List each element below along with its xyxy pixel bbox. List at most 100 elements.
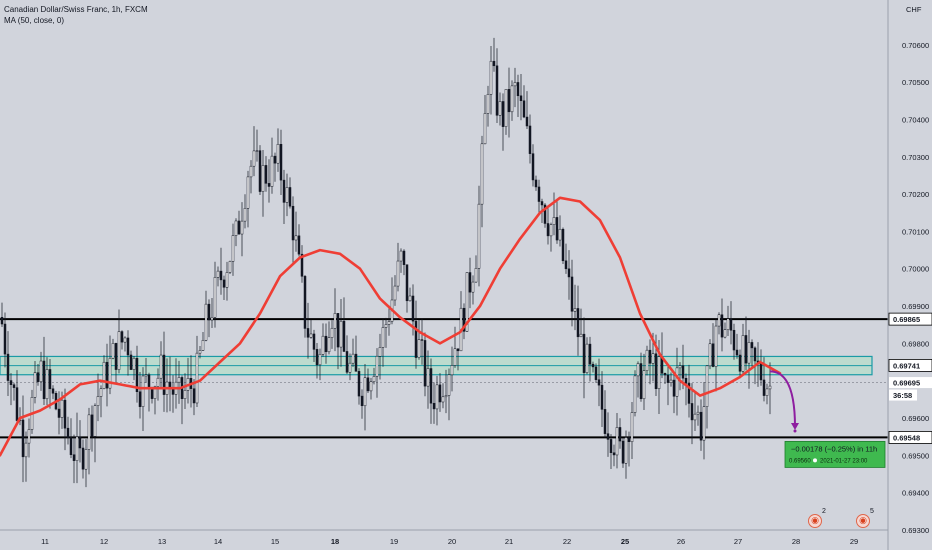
candle-body — [3, 323, 7, 355]
candle-body — [144, 374, 148, 377]
candle-body — [315, 349, 319, 366]
target-icon[interactable]: ◉ — [808, 514, 822, 528]
candle-body — [651, 353, 655, 364]
candle-body — [573, 308, 577, 312]
symbol-title[interactable]: Canadian Dollar/Swiss Franc, 1h, FXCM — [4, 5, 148, 14]
y-tick-label: 0.70000 — [902, 265, 929, 274]
candle-body — [471, 281, 475, 293]
tool-1-badge: 2 — [822, 508, 826, 515]
candle-body — [48, 369, 52, 390]
x-tick-label: 22 — [563, 537, 571, 546]
candle-body — [324, 335, 328, 353]
candle-body — [291, 205, 295, 241]
candle-body — [63, 399, 67, 429]
candle-body — [219, 270, 223, 281]
candle-body — [138, 391, 142, 407]
candle-body — [327, 337, 331, 353]
candle-body — [243, 208, 247, 222]
x-tick-label: 15 — [271, 537, 279, 546]
candle-body — [228, 261, 232, 273]
candle-body — [579, 333, 583, 338]
y-tick-label: 0.69400 — [902, 489, 929, 498]
alert-icon[interactable]: ◉ — [856, 514, 870, 528]
candle-body — [24, 442, 28, 458]
candle-body — [534, 179, 538, 188]
candle-body — [423, 340, 427, 387]
candle-body — [645, 349, 649, 371]
candle-body — [51, 388, 55, 394]
indicator-title[interactable]: MA (50, close, 0) — [4, 16, 65, 25]
candle-body — [78, 436, 82, 449]
candle-body — [420, 339, 424, 341]
candle-body — [177, 377, 181, 383]
candle-body — [552, 217, 556, 225]
candle-body — [288, 187, 292, 207]
x-tick-label: 19 — [390, 537, 398, 546]
candle-body — [705, 365, 709, 407]
candle-body — [33, 372, 37, 398]
y-tick-label: 0.69800 — [902, 339, 929, 348]
candle-body — [468, 272, 472, 293]
candle-body — [282, 179, 286, 203]
candle-body — [681, 365, 685, 379]
candle-body — [126, 337, 130, 356]
candle-body — [693, 413, 697, 421]
x-tick-label: 12 — [100, 537, 108, 546]
candle-body — [255, 150, 259, 152]
candle-body — [684, 377, 688, 384]
candle-body — [447, 374, 451, 396]
x-tick-label: 21 — [505, 537, 513, 546]
tool-2-badge: 5 — [870, 508, 874, 515]
candle-body — [639, 363, 643, 400]
tool-1[interactable]: ◉ 2 — [808, 508, 826, 528]
candle-body — [648, 349, 652, 364]
candle-body — [141, 375, 145, 407]
candle-body — [597, 379, 601, 386]
candle-body — [345, 351, 349, 373]
y-tick-label: 0.69900 — [902, 302, 929, 311]
y-tick-label: 0.69300 — [902, 526, 929, 535]
candle-body — [585, 343, 589, 373]
candle-body — [213, 277, 217, 318]
candle-body — [717, 314, 721, 327]
candle-body — [567, 268, 571, 278]
candle-body — [309, 333, 313, 338]
candle-body — [696, 411, 700, 415]
candle-body — [249, 165, 253, 178]
level-tag-label: 0.69865 — [893, 315, 920, 324]
candle-body — [513, 82, 517, 87]
candle-body — [195, 352, 199, 404]
projection-end-dot — [793, 429, 797, 433]
candle-body — [507, 89, 511, 113]
current-price-tag — [889, 377, 932, 389]
candle-body — [129, 354, 133, 370]
y-tick-label: 0.70200 — [902, 190, 929, 199]
candle-body — [570, 276, 574, 312]
tool-2[interactable]: ◉ 5 — [856, 508, 874, 528]
x-tick-label: 13 — [158, 537, 166, 546]
chart-header: Canadian Dollar/Swiss Franc, 1h, FXCM MA… — [4, 4, 148, 26]
projection-label-time: 2021-01-27 23:00 — [820, 458, 868, 464]
y-tick-label: 0.70300 — [902, 153, 929, 162]
candle-body — [483, 113, 487, 145]
y-tick-label: 0.70500 — [902, 78, 929, 87]
candle-body — [303, 276, 307, 329]
projection-arrowhead — [791, 422, 799, 430]
candle-body — [408, 295, 412, 302]
candle-body — [765, 388, 769, 396]
candle-body — [615, 427, 619, 456]
candle-body — [153, 386, 157, 399]
y-tick-label: 0.69600 — [902, 414, 929, 423]
candle-body — [198, 350, 202, 354]
candle-body — [768, 385, 772, 390]
candle-body — [582, 333, 586, 373]
candle-body — [276, 143, 280, 164]
candle-body — [495, 65, 499, 116]
candle-body — [183, 390, 187, 399]
candle-body — [624, 437, 628, 464]
candle-body — [435, 384, 439, 410]
candle-body — [258, 150, 262, 192]
candle-body — [207, 303, 211, 321]
